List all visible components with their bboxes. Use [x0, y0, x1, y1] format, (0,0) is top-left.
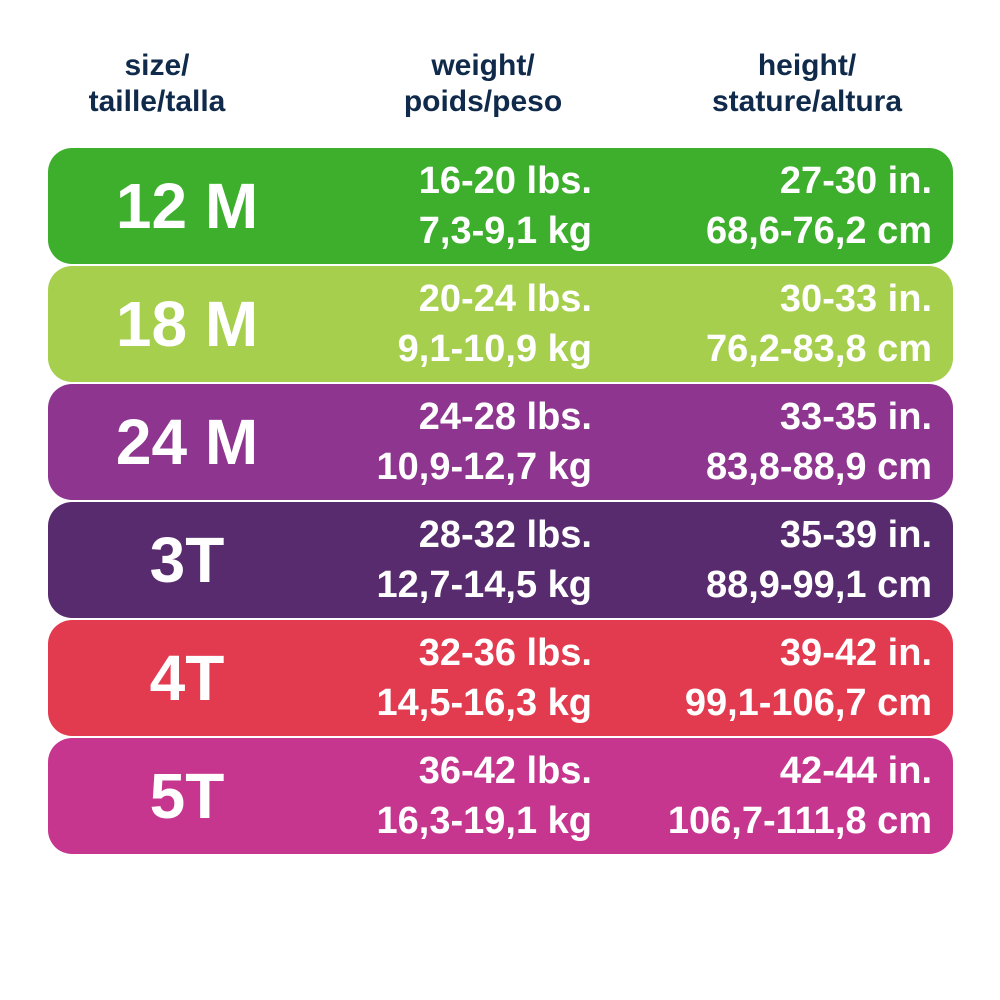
height-in: 30-33 in.: [779, 278, 932, 320]
header-line: weight/: [431, 49, 535, 82]
header-line: taille/talla: [88, 85, 226, 118]
size-cell: 24 M: [115, 406, 259, 478]
size-header: size/taille/talla: [7, 48, 307, 120]
height-cell: 33-35 in. 83,8-88,9 cm: [706, 392, 932, 492]
height-cell: 39-42 in. 99,1-106,7 cm: [685, 628, 932, 728]
height-cell: 42-44 in. 106,7-111,8 cm: [668, 746, 932, 846]
size-row: 4T 32-36 lbs. 14,5-16,3 kg 39-42 in. 99,1-…: [48, 620, 953, 736]
height-cell: 35-39 in. 88,9-99,1 cm: [706, 510, 932, 610]
height-cell: 30-33 in. 76,2-83,8 cm: [706, 274, 932, 374]
height-cm: 68,6-76,2 cm: [705, 210, 932, 252]
weight-cell: 32-36 lbs. 14,5-16,3 kg: [377, 628, 592, 728]
weight-header: weight/poids/peso: [333, 48, 633, 120]
weight-kg: 12,7-14,5 kg: [376, 564, 592, 606]
weight-cell: 24-28 lbs. 10,9-12,7 kg: [377, 392, 592, 492]
weight-lbs: 36-42 lbs.: [418, 750, 592, 792]
height-cell: 27-30 in. 68,6-76,2 cm: [706, 156, 932, 256]
weight-cell: 16-20 lbs. 7,3-9,1 kg: [419, 156, 592, 256]
height-cm: 88,9-99,1 cm: [705, 564, 932, 606]
weight-lbs: 32-36 lbs.: [418, 632, 592, 674]
size-cell: 5T: [149, 760, 225, 832]
height-cm: 76,2-83,8 cm: [705, 328, 932, 370]
header-line: height/: [757, 49, 857, 82]
weight-cell: 36-42 lbs. 16,3-19,1 kg: [377, 746, 592, 846]
size-cell: 4T: [149, 642, 225, 714]
height-cm: 106,7-111,8 cm: [667, 800, 932, 842]
weight-kg: 9,1-10,9 kg: [397, 328, 592, 370]
size-row: 12 M 16-20 lbs. 7,3-9,1 kg 27-30 in. 68,6-…: [48, 148, 953, 264]
height-in: 33-35 in.: [779, 396, 932, 438]
size-row: 24 M 24-28 lbs. 10,9-12,7 kg 33-35 in. 83,…: [48, 384, 953, 500]
weight-cell: 28-32 lbs. 12,7-14,5 kg: [377, 510, 592, 610]
weight-cell: 20-24 lbs. 9,1-10,9 kg: [398, 274, 592, 374]
height-in: 42-44 in.: [779, 750, 932, 792]
height-cm: 83,8-88,9 cm: [705, 446, 932, 488]
header-line: stature/altura: [711, 85, 903, 118]
weight-lbs: 24-28 lbs.: [418, 396, 592, 438]
height-in: 27-30 in.: [779, 160, 932, 202]
weight-lbs: 20-24 lbs.: [418, 278, 592, 320]
height-in: 39-42 in.: [779, 632, 932, 674]
weight-lbs: 28-32 lbs.: [418, 514, 592, 556]
size-cell: 12 M: [115, 170, 259, 242]
weight-kg: 14,5-16,3 kg: [376, 682, 592, 724]
size-row: 18 M 20-24 lbs. 9,1-10,9 kg 30-33 in. 76,2…: [48, 266, 953, 382]
size-cell: 3T: [149, 524, 225, 596]
size-row: 3T 28-32 lbs. 12,7-14,5 kg 35-39 in. 88,9-…: [48, 502, 953, 618]
weight-kg: 7,3-9,1 kg: [418, 210, 592, 252]
weight-lbs: 16-20 lbs.: [418, 160, 592, 202]
weight-kg: 10,9-12,7 kg: [376, 446, 592, 488]
size-cell: 18 M: [115, 288, 259, 360]
height-cm: 99,1-106,7 cm: [684, 682, 932, 724]
size-row: 5T 36-42 lbs. 16,3-19,1 kg 42-44 in. 106,7…: [48, 738, 953, 854]
height-in: 35-39 in.: [779, 514, 932, 556]
header-line: poids/peso: [403, 85, 563, 118]
height-header: height/stature/altura: [657, 48, 957, 120]
weight-kg: 16,3-19,1 kg: [376, 800, 592, 842]
header-line: size/: [124, 49, 190, 82]
